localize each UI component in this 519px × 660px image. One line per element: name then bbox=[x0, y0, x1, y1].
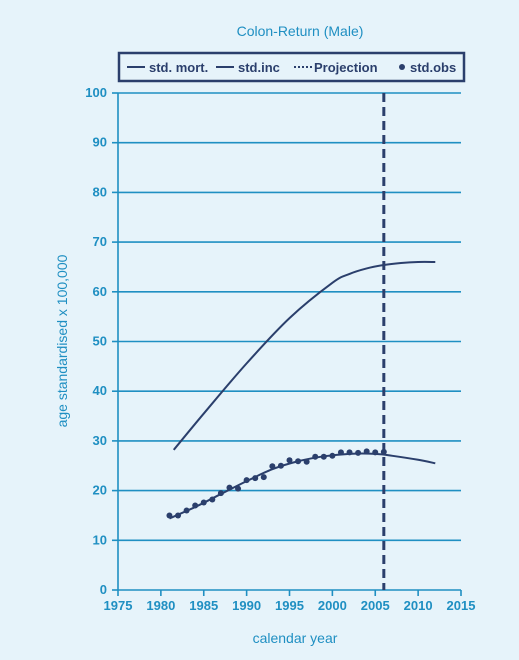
y-tick-label-40: 40 bbox=[93, 383, 107, 398]
y-tick-label-0: 0 bbox=[100, 582, 107, 597]
data-point-std-obs-1992 bbox=[260, 474, 267, 481]
data-point-std-obs-2004 bbox=[363, 448, 370, 455]
data-point-std-obs-2005 bbox=[372, 449, 379, 456]
x-tick-label-1995: 1995 bbox=[275, 598, 304, 613]
x-tick-label-1990: 1990 bbox=[232, 598, 261, 613]
y-tick-label-80: 80 bbox=[93, 184, 107, 199]
data-point-std-obs-1982 bbox=[175, 512, 182, 519]
y-axis-title: age standardised x 100,000 bbox=[54, 254, 70, 427]
x-tick-label-2005: 2005 bbox=[361, 598, 390, 613]
x-tick-label-1985: 1985 bbox=[189, 598, 218, 613]
legend-label-std-obs: std.obs bbox=[410, 60, 456, 75]
x-tick-label-1975: 1975 bbox=[104, 598, 133, 613]
data-point-std-obs-2003 bbox=[355, 449, 362, 456]
data-point-std-obs-1998 bbox=[312, 453, 319, 460]
legend-label-std-mort: std. mort. bbox=[149, 60, 208, 75]
x-tick-label-2015: 2015 bbox=[447, 598, 476, 613]
data-point-std-obs-1988 bbox=[226, 484, 233, 491]
data-point-std-obs-1989 bbox=[235, 485, 242, 492]
data-point-std-obs-1991 bbox=[252, 475, 259, 482]
data-point-std-obs-1999 bbox=[320, 453, 327, 460]
data-point-std-obs-1994 bbox=[277, 462, 284, 469]
data-point-std-obs-1990 bbox=[243, 477, 250, 484]
data-point-std-obs-1995 bbox=[286, 457, 293, 464]
series-line-std-inc bbox=[169, 452, 436, 520]
data-point-std-obs-1987 bbox=[217, 490, 224, 497]
legend: std. mort. std.inc Projection std.obs bbox=[117, 51, 466, 83]
y-tick-label-100: 100 bbox=[85, 85, 107, 100]
legend-box bbox=[117, 51, 466, 83]
data-point-std-obs-2000 bbox=[329, 452, 336, 459]
data-point-std-obs-2006 bbox=[380, 448, 387, 455]
y-tick-label-60: 60 bbox=[93, 284, 107, 299]
grid bbox=[118, 92, 461, 542]
x-tick-label-2000: 2000 bbox=[318, 598, 347, 613]
chart-title: Colon-Return (Male) bbox=[237, 23, 364, 39]
plot-area bbox=[166, 93, 436, 590]
legend-label-std-inc: std.inc bbox=[238, 60, 280, 75]
x-tick-label-1980: 1980 bbox=[146, 598, 175, 613]
data-point-std-obs-1984 bbox=[192, 502, 199, 509]
legend-label-projection: Projection bbox=[314, 60, 378, 75]
series-line-std-mort bbox=[172, 260, 436, 451]
axes: 0 10 20 30 40 50 60 70 80 90 100 1975 1980 1985 1990 19… bbox=[85, 85, 475, 613]
y-tick-label-70: 70 bbox=[93, 234, 107, 249]
y-tick-label-50: 50 bbox=[93, 334, 107, 349]
data-point-std-obs-2002 bbox=[346, 449, 353, 456]
data-point-std-obs-1993 bbox=[269, 463, 276, 470]
y-tick-label-30: 30 bbox=[93, 433, 107, 448]
x-tick-label-2010: 2010 bbox=[404, 598, 433, 613]
data-point-std-obs-1986 bbox=[209, 496, 216, 503]
data-point-std-obs-1985 bbox=[200, 499, 207, 506]
x-axis-title: calendar year bbox=[253, 630, 338, 646]
data-point-std-obs-1997 bbox=[303, 458, 310, 465]
data-point-std-obs-1983 bbox=[183, 507, 190, 514]
legend-swatch-std-obs bbox=[399, 64, 405, 70]
data-point-std-obs-1996 bbox=[295, 458, 302, 465]
y-tick-label-10: 10 bbox=[93, 532, 107, 547]
data-point-std-obs-1981 bbox=[166, 512, 173, 519]
y-tick-label-90: 90 bbox=[93, 135, 107, 150]
data-point-std-obs-2001 bbox=[337, 449, 344, 456]
y-tick-label-20: 20 bbox=[93, 483, 107, 498]
